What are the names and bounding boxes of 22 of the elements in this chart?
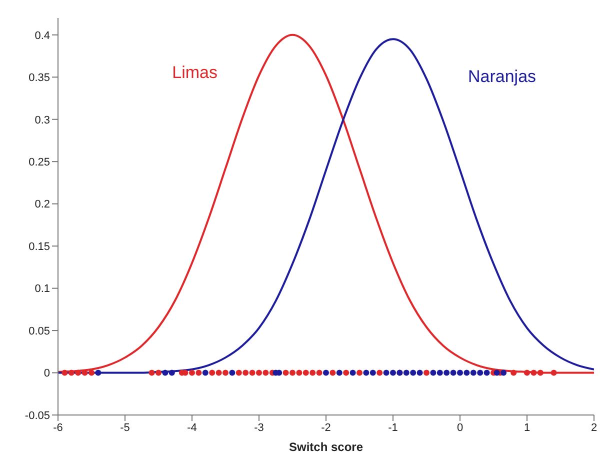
y-tick-label: 0 bbox=[44, 368, 50, 380]
y-tick-label: 0.05 bbox=[28, 325, 50, 338]
x-tick-label: -5 bbox=[120, 422, 130, 434]
x-tick-label: 0 bbox=[456, 422, 464, 434]
x-tick-label: 1 bbox=[524, 422, 530, 434]
x-tick-label: -4 bbox=[187, 422, 197, 434]
text: Limas bbox=[172, 63, 218, 82]
y-tick-label: 0.35 bbox=[28, 72, 50, 84]
y-tick-label: 0.1 bbox=[34, 283, 50, 296]
x-tick-label: -3 bbox=[254, 422, 264, 434]
y-tick-label: -0.05 bbox=[24, 410, 50, 422]
y-tick-label: 0.15 bbox=[28, 240, 50, 253]
y-tick-label: 0.4 bbox=[34, 30, 50, 42]
x-tick-label: -6 bbox=[53, 422, 63, 434]
text: Naranjas bbox=[468, 66, 536, 86]
y-tick-label: 0.2 bbox=[34, 198, 50, 211]
x-tick-label: -2 bbox=[321, 422, 331, 434]
x-tick-label: -1 bbox=[388, 422, 398, 434]
x-axis-title: Switch score bbox=[288, 440, 364, 454]
x-tick-label: 2 bbox=[590, 422, 598, 434]
y-tick-label: 0.3 bbox=[34, 114, 50, 126]
y-tick-label: 0.25 bbox=[28, 156, 50, 168]
